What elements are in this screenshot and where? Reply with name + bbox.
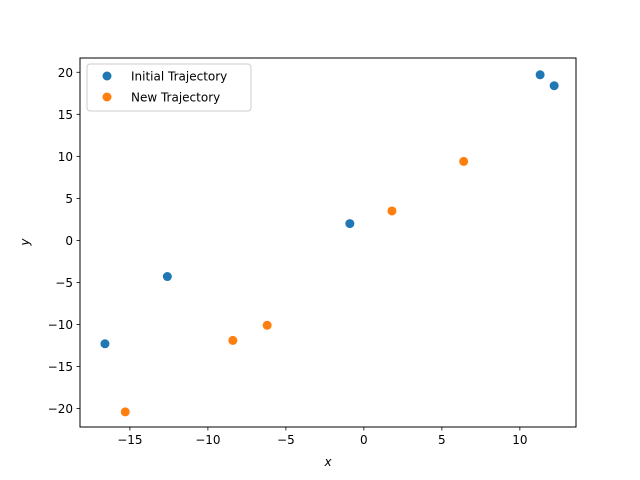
data-point-new-trajectory [121, 407, 130, 416]
plot-area [80, 58, 576, 427]
data-point-initial-trajectory [100, 339, 109, 348]
x-tick-label: −5 [277, 433, 295, 447]
data-point-new-trajectory [459, 157, 468, 166]
legend-marker-initial-trajectory [103, 72, 112, 81]
data-point-new-trajectory [387, 206, 396, 215]
data-point-initial-trajectory [550, 81, 559, 90]
data-point-new-trajectory [263, 321, 272, 330]
data-point-new-trajectory [228, 336, 237, 345]
y-tick-label: 5 [65, 192, 73, 206]
data-point-initial-trajectory [163, 272, 172, 281]
x-tick-label: 5 [438, 433, 446, 447]
x-tick-label: −15 [117, 433, 142, 447]
x-tick-label: 10 [512, 433, 527, 447]
y-tick-label: 10 [58, 150, 73, 164]
legend: Initial Trajectory New Trajectory [87, 64, 251, 111]
y-tick-label: 0 [65, 234, 73, 248]
legend-label-initial-trajectory: Initial Trajectory [131, 70, 227, 84]
y-tick-label: 20 [58, 66, 73, 80]
data-point-initial-trajectory [536, 70, 545, 79]
y-tick-label: −20 [48, 402, 73, 416]
y-tick-label: 15 [58, 108, 73, 122]
y-tick-label: −15 [48, 360, 73, 374]
legend-label-new-trajectory: New Trajectory [131, 91, 220, 105]
x-tick-label: 0 [360, 433, 368, 447]
y-tick-label: −5 [55, 276, 73, 290]
x-tick-label: −10 [195, 433, 220, 447]
y-axis-label: y [18, 238, 32, 247]
data-point-initial-trajectory [345, 219, 354, 228]
legend-marker-new-trajectory [103, 93, 112, 102]
y-tick-label: −10 [48, 318, 73, 332]
x-axis-label: x [323, 455, 332, 469]
